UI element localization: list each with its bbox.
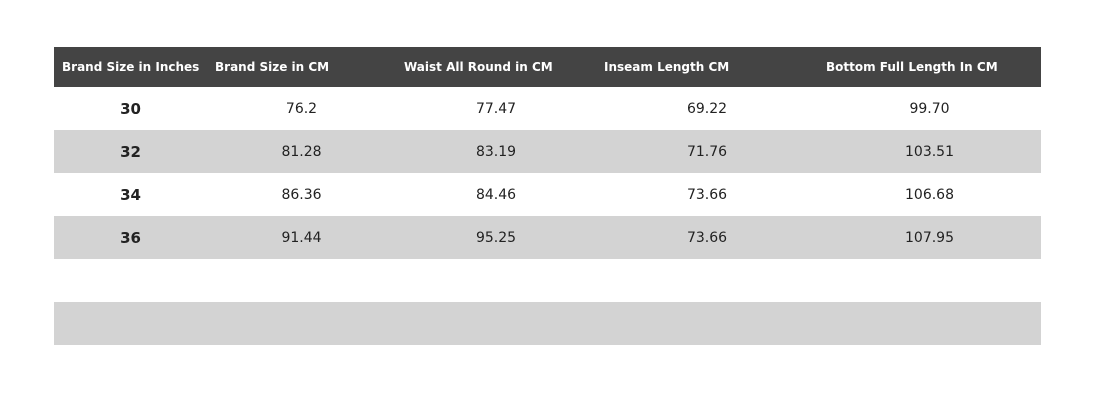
measure-cell: 77.47 [475,100,517,117]
header-cell: Inseam Length CM [596,47,818,87]
table-row: 34 86.36 84.46 73.66 106.68 [54,173,1041,216]
empty-row [54,302,1041,345]
header-cell: Waist All Round in CM [396,47,596,87]
empty-cell [54,302,207,345]
empty-cell [396,259,596,302]
header-cell: Brand Size in Inches [54,47,207,87]
measure-cell: 71.76 [596,130,818,173]
measure-cell: 107.95 [818,216,1041,259]
measure-cell: 76.2 [285,100,318,117]
measure-cell: 73.66 [596,216,818,259]
size-cell: 36 [54,216,207,259]
empty-cell [207,302,396,345]
empty-row [54,259,1041,302]
measure-cell: 103.51 [818,130,1041,173]
measure-cell: 91.44 [207,216,396,259]
measure-cell: 83.19 [396,130,596,173]
measure-cell: 81.28 [207,130,396,173]
size-cell: 34 [120,185,141,204]
header-cell: Bottom Full Length In CM [818,47,1041,87]
measure-cell: 99.70 [909,100,950,117]
table-row: 32 81.28 83.19 71.76 103.51 [54,130,1041,173]
measure-cell: 86.36 [281,186,322,203]
empty-cell [207,259,396,302]
size-table: Brand Size in Inches Brand Size in CM Wais… [54,47,1041,345]
table-row: 36 91.44 95.25 73.66 107.95 [54,216,1041,259]
empty-cell [818,259,1041,302]
header-cell: Brand Size in CM [207,47,396,87]
size-cell: 32 [54,130,207,173]
measure-cell: 69.22 [686,100,728,117]
empty-cell [596,302,818,345]
empty-cell [596,259,818,302]
header-row: Brand Size in Inches Brand Size in CM Wais… [54,47,1041,87]
size-cell: 30 [120,99,141,118]
measure-cell: 106.68 [905,186,954,203]
measure-cell: 95.25 [396,216,596,259]
empty-cell [54,259,207,302]
measure-cell: 73.66 [686,186,728,203]
measure-cell: 84.46 [475,186,517,203]
empty-cell [818,302,1041,345]
empty-cell [396,302,596,345]
table-row: 30 76.2 77.47 69.22 99.70 [54,87,1041,130]
